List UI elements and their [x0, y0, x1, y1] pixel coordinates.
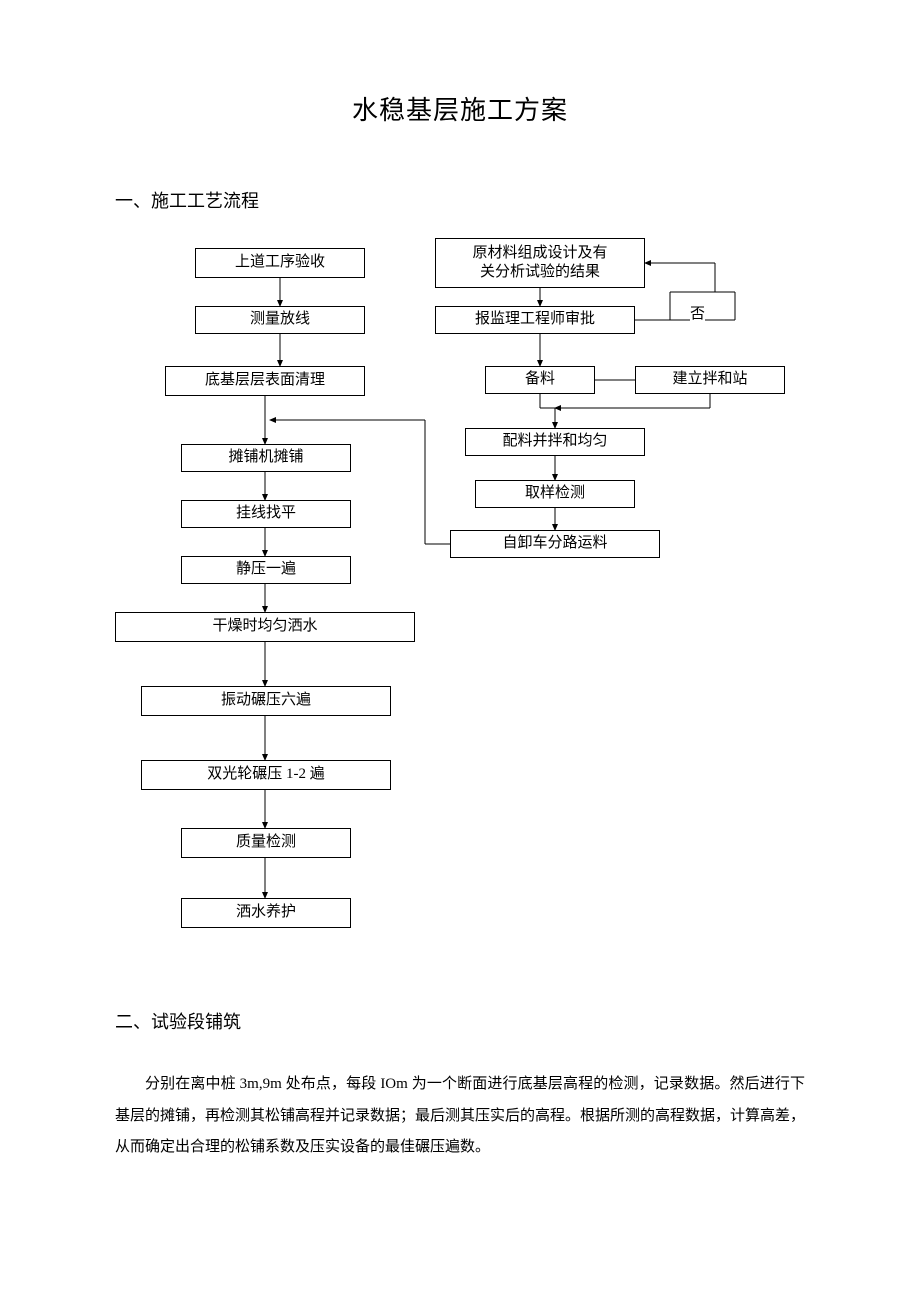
flowchart-node-n7: 干燥时均匀洒水 — [115, 612, 415, 642]
flowchart-node-r2: 报监理工程师审批 — [435, 306, 635, 334]
body-paragraph: 分别在离中桩 3m,9m 处布点，每段 IOm 为一个断面进行底基层高程的检测，… — [115, 1069, 805, 1164]
flowchart-node-n2: 测量放线 — [195, 306, 365, 334]
flowchart-node-n11: 洒水养护 — [181, 898, 351, 928]
flowchart-arrows — [115, 248, 805, 968]
flowchart-node-r4: 建立拌和站 — [635, 366, 785, 394]
document-page: 水稳基层施工方案 一、施工工艺流程 上道工序验收测量放线底基层层表面清理摊铺机摊… — [0, 0, 920, 1224]
flowchart-node-r5: 配料并拌和均匀 — [465, 428, 645, 456]
flowchart-node-n1: 上道工序验收 — [195, 248, 365, 278]
flowchart-node-lbl_no: 否 — [690, 302, 705, 323]
flowchart-node-n3: 底基层层表面清理 — [165, 366, 365, 396]
flowchart-node-n4: 摊铺机摊铺 — [181, 444, 351, 472]
document-title: 水稳基层施工方案 — [115, 90, 805, 127]
section-2-heading: 二、试验段铺筑 — [115, 1008, 805, 1034]
process-flowchart: 上道工序验收测量放线底基层层表面清理摊铺机摊铺挂线找平静压一遍干燥时均匀洒水振动… — [115, 248, 805, 968]
flowchart-node-n6: 静压一遍 — [181, 556, 351, 584]
flowchart-node-n10: 质量检测 — [181, 828, 351, 858]
flowchart-node-r7: 自卸车分路运料 — [450, 530, 660, 558]
flowchart-node-r1: 原材料组成设计及有关分析试验的结果 — [435, 238, 645, 288]
section-1-heading: 一、施工工艺流程 — [115, 187, 805, 213]
flowchart-node-r6: 取样检测 — [475, 480, 635, 508]
flowchart-node-n9: 双光轮碾压 1-2 遍 — [141, 760, 391, 790]
flowchart-node-r3: 备料 — [485, 366, 595, 394]
flowchart-node-n5: 挂线找平 — [181, 500, 351, 528]
flowchart-node-n8: 振动碾压六遍 — [141, 686, 391, 716]
